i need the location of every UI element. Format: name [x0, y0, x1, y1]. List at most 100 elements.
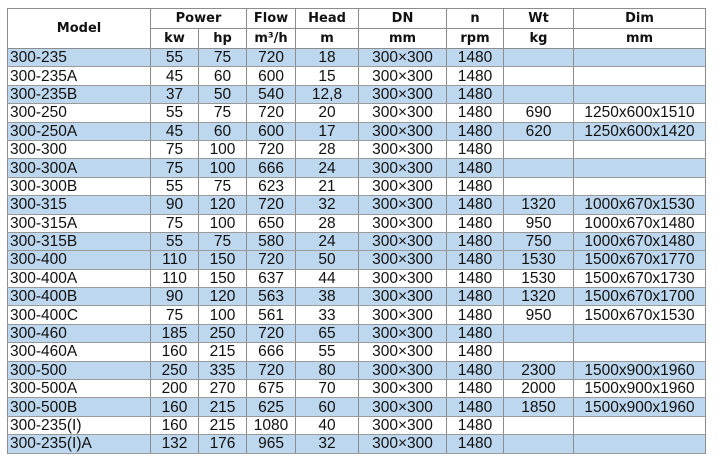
cell-wt [503, 177, 575, 197]
cell-hp: 120 [197, 287, 248, 307]
cell-n: 1480 [446, 416, 505, 436]
table-row: 300-250 55 75 720 20 300×300 1480 690 1250x600x1… [7, 103, 707, 123]
cell-kw: 90 [150, 195, 199, 215]
cell-kw: 55 [150, 48, 199, 68]
cell-dim: 1500x670x1730 [573, 269, 707, 289]
cell-dn: 300×300 [358, 214, 448, 233]
cell-wt: 950 [503, 214, 575, 233]
cell-flow: 561 [246, 305, 297, 325]
cell-head: 24 [295, 158, 360, 178]
cell-dn: 300×300 [358, 361, 448, 381]
cell-hp: 215 [197, 342, 248, 362]
cell-flow: 1080 [246, 416, 297, 436]
header-model: Model [7, 8, 151, 49]
cell-kw: 55 [150, 232, 199, 252]
header-flow-unit: m³/h [246, 28, 297, 49]
cell-kw: 75 [150, 305, 199, 325]
cell-n: 1480 [446, 85, 505, 105]
cell-n: 1480 [446, 269, 505, 289]
cell-hp: 100 [197, 140, 248, 160]
cell-flow: 623 [246, 177, 297, 197]
table-body: 300-235 55 75 720 18 300×300 1480 300-235A 45 60 6… [7, 48, 707, 454]
cell-flow: 650 [246, 214, 297, 233]
table-row: 300-250A 45 60 600 17 300×300 1480 620 1250x600x… [7, 122, 707, 141]
header-head: Head [295, 8, 360, 29]
cell-dim: 1500x670x1530 [573, 305, 707, 325]
cell-wt: 2300 [503, 361, 575, 381]
cell-kw: 45 [150, 66, 199, 86]
header-dn-unit: mm [358, 28, 448, 49]
cell-wt: 1320 [503, 287, 575, 307]
header-wt-unit: kg [503, 28, 575, 49]
cell-model: 300-460 [7, 324, 151, 344]
cell-head: 18 [295, 48, 360, 68]
cell-head: 60 [295, 397, 360, 417]
cell-dim: 1500x900x1960 [573, 361, 707, 381]
cell-head: 38 [295, 287, 360, 307]
cell-kw: 160 [150, 397, 199, 417]
cell-kw: 250 [150, 361, 199, 381]
cell-n: 1480 [446, 140, 505, 160]
cell-kw: 110 [150, 250, 199, 270]
cell-dn: 300×300 [358, 434, 448, 454]
cell-flow: 625 [246, 397, 297, 417]
header-flow: Flow [246, 8, 297, 29]
cell-dim [573, 416, 707, 436]
cell-dim [573, 434, 707, 454]
cell-model: 300-460A [7, 342, 151, 362]
cell-wt [503, 85, 575, 105]
cell-hp: 100 [197, 305, 248, 325]
cell-model: 300-400B [7, 287, 151, 307]
cell-dim: 1500x670x1770 [573, 250, 707, 270]
cell-dim [573, 342, 707, 362]
cell-flow: 666 [246, 158, 297, 178]
table-row: 300-460A 160 215 666 55 300×300 1480 [7, 342, 707, 362]
cell-wt: 1530 [503, 250, 575, 270]
cell-model: 300-235 [7, 48, 151, 68]
cell-flow: 666 [246, 342, 297, 362]
cell-model: 300-400A [7, 269, 151, 289]
cell-head: 24 [295, 232, 360, 252]
cell-hp: 50 [197, 85, 248, 105]
cell-model: 300-300 [7, 140, 151, 160]
cell-flow: 540 [246, 85, 297, 105]
cell-dim: 1250x600x1510 [573, 103, 707, 123]
cell-kw: 200 [150, 379, 199, 399]
cell-flow: 720 [246, 48, 297, 68]
cell-hp: 120 [197, 195, 248, 215]
cell-head: 12,8 [295, 85, 360, 105]
header-kw: kw [150, 28, 199, 49]
cell-model: 300-500 [7, 361, 151, 381]
cell-kw: 160 [150, 416, 199, 436]
cell-hp: 60 [197, 122, 248, 141]
cell-dn: 300×300 [358, 324, 448, 344]
cell-flow: 600 [246, 122, 297, 141]
table-row: 300-235A 45 60 600 15 300×300 1480 [7, 66, 707, 86]
cell-dim: 1500x900x1960 [573, 379, 707, 399]
cell-dn: 300×300 [358, 416, 448, 436]
cell-dn: 300×300 [358, 379, 448, 399]
cell-head: 50 [295, 250, 360, 270]
cell-head: 20 [295, 103, 360, 123]
table-row: 300-300B 55 75 623 21 300×300 1480 [7, 177, 707, 197]
cell-head: 44 [295, 269, 360, 289]
header-hp: hp [197, 28, 248, 49]
cell-dn: 300×300 [358, 177, 448, 197]
cell-model: 300-300A [7, 158, 151, 178]
cell-wt [503, 342, 575, 362]
cell-n: 1480 [446, 66, 505, 86]
cell-wt: 750 [503, 232, 575, 252]
cell-head: 32 [295, 195, 360, 215]
cell-model: 300-250A [7, 122, 151, 141]
cell-head: 33 [295, 305, 360, 325]
cell-model: 300-235A [7, 66, 151, 86]
cell-wt [503, 66, 575, 86]
cell-dn: 300×300 [358, 397, 448, 417]
table-row: 300-500A 200 270 675 70 300×300 1480 2000 1500x9… [7, 379, 707, 399]
cell-n: 1480 [446, 103, 505, 123]
cell-head: 28 [295, 214, 360, 233]
cell-n: 1480 [446, 48, 505, 68]
cell-n: 1480 [446, 232, 505, 252]
cell-n: 1480 [446, 361, 505, 381]
cell-dn: 300×300 [358, 140, 448, 160]
